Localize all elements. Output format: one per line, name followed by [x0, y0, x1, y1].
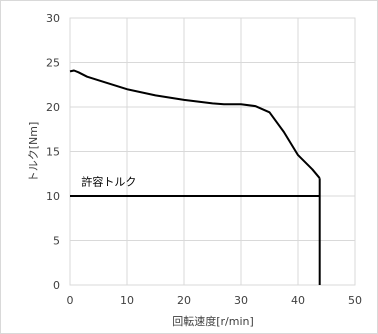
y-tick-label: 30 — [46, 12, 60, 25]
y-tick-label: 0 — [53, 279, 60, 292]
x-tick-label: 50 — [348, 294, 362, 307]
y-tick-labels: 0 5 10 15 20 25 30 — [46, 12, 60, 292]
x-tick-label: 30 — [234, 294, 248, 307]
plot-border — [69, 17, 356, 286]
x-tick-label: 0 — [67, 294, 74, 307]
y-tick-label: 15 — [46, 146, 60, 159]
x-axis-title: 回転速度[r/min] — [172, 314, 254, 328]
y-tick-label: 20 — [46, 101, 60, 114]
plot-area-border — [69, 17, 356, 286]
y-tick-label: 25 — [46, 57, 60, 70]
series-group — [69, 69, 321, 285]
allowable-torque-label: 許容トルク — [81, 174, 136, 188]
x-tick-labels: 0 10 20 30 40 50 — [67, 294, 363, 307]
y-tick-label: 10 — [46, 190, 60, 203]
x-tick-label: 20 — [177, 294, 191, 307]
x-tick-label: 10 — [120, 294, 134, 307]
torque-curve — [69, 69, 321, 179]
y-axis-title: トルク[Nm] — [27, 122, 40, 183]
x-tick-label: 40 — [291, 294, 305, 307]
y-tick-label: 5 — [53, 235, 60, 248]
